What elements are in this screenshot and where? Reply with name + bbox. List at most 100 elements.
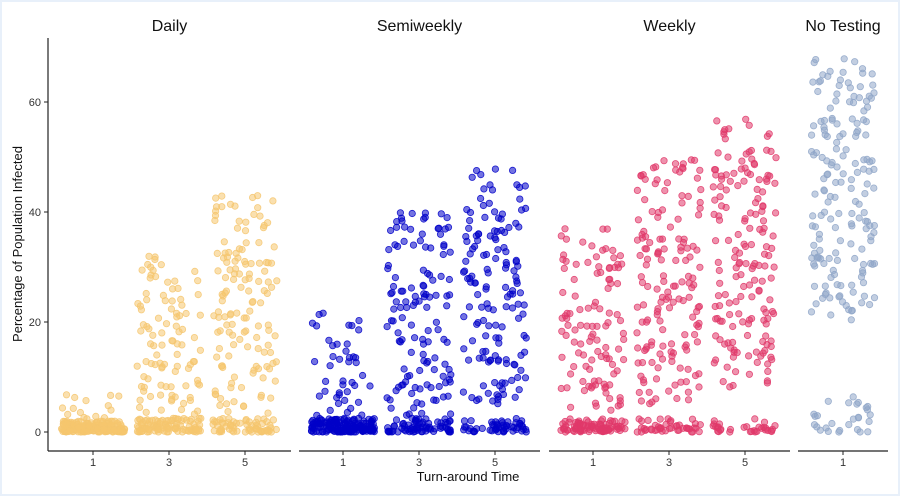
- data-point: [848, 115, 856, 123]
- data-point: [845, 98, 854, 106]
- data-point: [740, 282, 748, 291]
- data-point: [238, 246, 246, 254]
- data-point: [605, 309, 613, 317]
- data-point: [656, 415, 664, 423]
- data-point: [136, 396, 144, 404]
- data-point: [393, 218, 401, 226]
- data-point: [862, 217, 870, 225]
- data-point: [831, 224, 840, 232]
- data-point: [659, 326, 667, 334]
- data-point: [602, 245, 610, 253]
- data-point: [847, 184, 855, 192]
- data-point: [69, 404, 77, 412]
- data-point: [839, 170, 847, 178]
- data-point: [740, 423, 748, 431]
- data-point: [767, 274, 775, 282]
- data-point: [178, 301, 186, 309]
- data-point: [562, 331, 570, 339]
- data-point: [159, 291, 167, 299]
- data-point: [560, 425, 568, 433]
- data-point: [828, 114, 836, 123]
- data-point: [851, 254, 859, 263]
- data-point: [696, 263, 704, 271]
- data-point: [742, 150, 750, 158]
- data-point: [581, 421, 590, 430]
- data-point: [400, 237, 408, 245]
- data-point: [809, 78, 817, 86]
- data-point: [847, 220, 856, 228]
- data-point: [638, 234, 647, 242]
- data-point: [192, 425, 201, 433]
- data-point: [403, 303, 411, 312]
- data-point: [562, 257, 570, 265]
- data-point: [638, 358, 647, 367]
- data-point: [168, 297, 176, 305]
- point-group: [557, 225, 629, 436]
- data-point: [150, 342, 158, 350]
- data-point: [745, 370, 754, 378]
- data-point: [74, 423, 83, 431]
- data-point: [264, 278, 272, 286]
- data-point: [248, 298, 256, 306]
- data-point: [665, 387, 673, 395]
- data-point: [218, 297, 226, 305]
- data-point: [424, 338, 432, 346]
- data-point: [411, 383, 419, 392]
- data-point: [351, 419, 359, 427]
- data-point: [851, 197, 860, 206]
- data-point: [85, 422, 93, 430]
- data-point: [263, 219, 272, 227]
- data-point: [246, 307, 254, 315]
- data-point: [752, 348, 761, 356]
- data-point: [833, 120, 841, 128]
- data-point: [407, 348, 415, 356]
- data-point: [185, 422, 193, 431]
- data-point: [566, 403, 575, 411]
- data-point: [810, 282, 819, 290]
- data-point: [434, 326, 442, 334]
- data-point: [839, 68, 847, 76]
- panel-weekly: Weekly 1 3 5: [549, 18, 790, 469]
- data-point: [753, 358, 761, 366]
- data-point: [746, 224, 754, 232]
- data-point: [639, 171, 647, 179]
- data-point: [189, 357, 197, 366]
- data-point: [272, 358, 280, 366]
- data-point: [486, 181, 494, 189]
- data-point: [594, 347, 602, 356]
- data-point: [392, 298, 400, 306]
- data-point: [421, 209, 429, 217]
- data-point: [143, 322, 151, 331]
- data-point: [656, 317, 664, 325]
- data-point: [516, 195, 524, 203]
- data-point: [215, 344, 223, 353]
- data-point: [211, 216, 219, 225]
- data-point: [633, 428, 641, 436]
- data-point: [64, 410, 72, 418]
- data-point: [644, 282, 652, 291]
- data-point: [489, 397, 497, 405]
- data-point: [464, 356, 473, 364]
- data-point: [347, 404, 355, 412]
- data-point: [725, 310, 734, 319]
- data-point: [580, 386, 589, 395]
- panel-title: No Testing: [805, 18, 880, 35]
- data-point: [744, 352, 753, 360]
- data-point: [107, 391, 115, 399]
- data-point: [215, 313, 223, 321]
- x-tick-label: 1: [590, 457, 596, 469]
- data-point: [308, 424, 317, 432]
- data-point: [173, 350, 181, 358]
- data-point: [249, 369, 257, 377]
- data-point: [771, 179, 779, 187]
- data-point: [636, 251, 644, 260]
- data-point: [660, 277, 668, 285]
- data-point: [465, 427, 473, 435]
- data-point: [225, 352, 233, 360]
- data-point: [764, 360, 772, 368]
- data-point: [609, 246, 617, 254]
- data-point: [420, 215, 428, 223]
- panel-semiweekly: Semiweekly 1 3 5: [299, 18, 540, 469]
- data-point: [644, 416, 652, 424]
- data-point: [648, 358, 656, 367]
